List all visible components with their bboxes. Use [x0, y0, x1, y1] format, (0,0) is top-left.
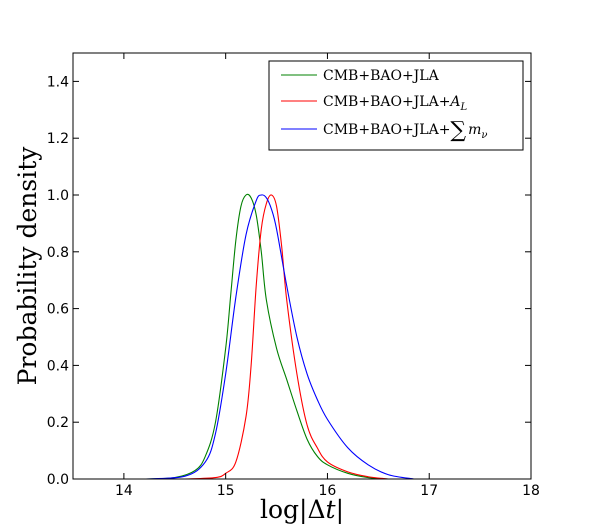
x-axis-title-bar: | — [336, 495, 344, 525]
legend-label-al-subscript: L — [460, 102, 468, 113]
series-line-2 — [184, 194, 389, 480]
legend-label-series-1: CMB+BAO+JLA — [323, 68, 440, 84]
plot-lines — [144, 193, 415, 480]
y-tick-label: 0.2 — [47, 415, 69, 431]
x-tick-label: 17 — [420, 483, 438, 499]
x-axis-title-log: log| — [260, 495, 307, 525]
x-tick-label: 18 — [522, 483, 540, 499]
y-axis-title: Probability density — [13, 146, 42, 386]
legend-label-series-3-prefix: CMB+BAO+JLA+ — [323, 122, 450, 138]
y-tick-label: 0.8 — [47, 245, 69, 261]
x-axis-title-delta: Δ — [307, 495, 325, 524]
legend-label-series-2-prefix: CMB+BAO+JLA+ — [323, 94, 450, 110]
legend-label-al-symbol: A — [448, 94, 460, 110]
y-tick-label: 0.4 — [47, 358, 69, 374]
legend-label-sum-symbol: ∑ — [450, 118, 466, 143]
y-tick-label: 0.0 — [47, 472, 69, 488]
y-tick-label: 0.6 — [47, 302, 69, 318]
legend-label-m-symbol: m — [468, 122, 481, 138]
y-tick-label: 1.2 — [47, 131, 69, 147]
x-tick-label: 14 — [115, 483, 133, 499]
axis-ticks: 14 15 16 17 18 0.0 0.2 0.4 0.6 0.8 1.0 1.2 1.4 — [47, 53, 540, 499]
legend-label-nu-subscript: ν — [481, 130, 487, 141]
legend-label-series-2: CMB+BAO+JLA+AL — [323, 94, 468, 113]
series-line-3 — [144, 194, 415, 480]
legend-label-series-3: CMB+BAO+JLA+∑ mν — [323, 118, 488, 143]
y-tick-label: 1.0 — [47, 188, 69, 204]
x-tick-label: 16 — [319, 483, 337, 499]
legend-box — [268, 60, 524, 151]
plot-frame — [72, 52, 532, 480]
x-tick-label: 15 — [217, 483, 235, 499]
x-axis-title: log|Δt| — [260, 495, 344, 525]
x-axis-title-t: t — [326, 495, 337, 524]
y-tick-label: 1.4 — [47, 74, 69, 90]
legend: CMB+BAO+JLA CMB+BAO+JLA+AL CMB+BAO+JLA+∑… — [268, 60, 524, 151]
series-line-1 — [144, 193, 389, 480]
